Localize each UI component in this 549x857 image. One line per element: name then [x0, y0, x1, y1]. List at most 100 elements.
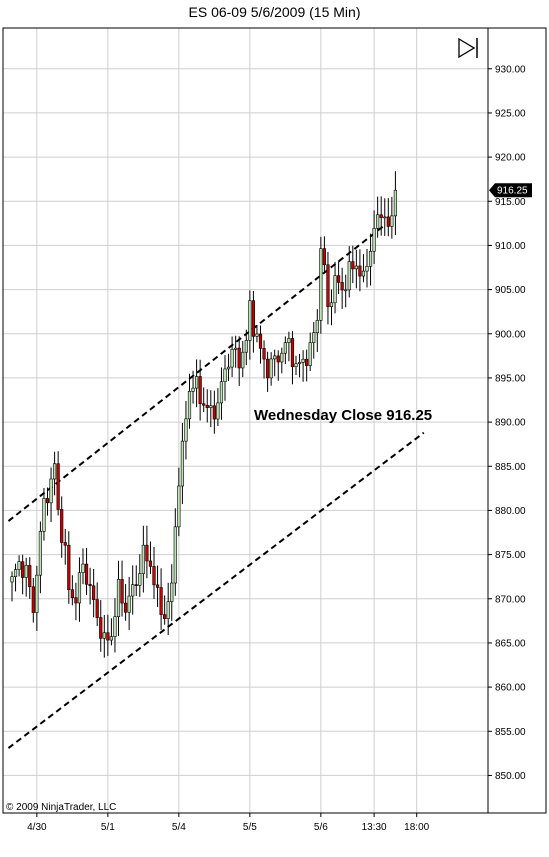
- candle: [88, 567, 92, 605]
- candle-body: [354, 265, 358, 270]
- candle-body: [74, 597, 78, 604]
- candle: [347, 246, 351, 298]
- candle: [223, 355, 227, 401]
- candle: [234, 335, 238, 368]
- candle-body: [159, 587, 163, 615]
- candle: [390, 196, 394, 239]
- candle-body: [319, 248, 323, 321]
- candle: [202, 387, 206, 413]
- candle: [376, 196, 380, 238]
- candle: [393, 171, 398, 235]
- candle: [351, 245, 355, 284]
- candle: [35, 565, 39, 631]
- candle-body: [376, 214, 380, 229]
- candle: [109, 618, 113, 646]
- candle-body: [24, 565, 28, 578]
- candle-body: [49, 478, 53, 504]
- candle-body: [379, 214, 383, 218]
- candle: [141, 525, 145, 593]
- candle-body: [283, 342, 287, 354]
- candle-body: [315, 320, 319, 334]
- candle-body: [358, 265, 362, 277]
- candle: [255, 324, 259, 343]
- candle: [152, 547, 156, 600]
- candle: [99, 600, 103, 652]
- candle-body: [244, 340, 248, 353]
- candle: [226, 353, 231, 382]
- candle-body: [134, 584, 138, 586]
- copyright-text: © 2009 NinjaTrader, LLC: [6, 802, 116, 813]
- candle: [155, 565, 160, 607]
- candle: [301, 350, 305, 382]
- candle: [276, 350, 280, 381]
- skip-to-end-icon[interactable]: [458, 37, 478, 59]
- candle: [138, 554, 142, 597]
- candle: [287, 331, 291, 362]
- candle: [258, 325, 263, 364]
- candle: [379, 196, 383, 236]
- candle-body: [209, 405, 213, 408]
- candle-body: [361, 270, 366, 277]
- candle-body: [305, 358, 309, 366]
- candle: [56, 451, 60, 516]
- candle: [70, 575, 74, 606]
- candle: [209, 390, 213, 428]
- x-tick-label: 18:00: [404, 822, 429, 833]
- candle-body: [393, 189, 398, 217]
- candle-body: [269, 358, 273, 379]
- candle-body: [88, 583, 92, 587]
- candle: [344, 274, 348, 308]
- candle: [340, 267, 344, 309]
- candle-body: [329, 302, 334, 307]
- candle: [17, 555, 21, 577]
- candle-body: [131, 584, 135, 597]
- candle: [336, 261, 341, 294]
- candle: [77, 557, 82, 622]
- candle-body: [312, 332, 316, 343]
- channel-line-lower: [7, 431, 425, 749]
- candle-body: [77, 572, 82, 604]
- candle: [365, 248, 369, 288]
- y-tick-label: 915.00: [495, 197, 526, 208]
- last-price-label: 916.25: [497, 186, 528, 197]
- candle: [173, 508, 177, 596]
- candle-body: [241, 351, 245, 369]
- candle: [333, 261, 337, 314]
- y-tick-label: 860.00: [495, 683, 526, 694]
- candle: [124, 584, 128, 621]
- candle-body: [195, 376, 199, 389]
- candle: [212, 390, 216, 434]
- candle: [134, 565, 138, 597]
- candle-body: [262, 348, 266, 360]
- candle: [280, 347, 284, 374]
- y-tick-label: 900.00: [495, 329, 526, 340]
- candle: [166, 582, 170, 635]
- candle-body: [372, 228, 376, 252]
- candle-body: [297, 362, 302, 365]
- candle: [24, 557, 28, 597]
- candle-body: [265, 358, 270, 379]
- candle: [52, 451, 57, 496]
- candle-body: [70, 589, 74, 598]
- candle-body: [351, 261, 355, 270]
- candle-body: [386, 216, 390, 227]
- candle-body: [336, 275, 341, 283]
- candle: [322, 236, 327, 274]
- candle-body: [152, 566, 156, 586]
- candle-body: [237, 347, 241, 369]
- candle: [315, 309, 319, 353]
- chart-title: ES 06-09 5/6/2009 (15 Min): [188, 4, 361, 20]
- candle: [219, 367, 224, 420]
- y-tick-label: 910.00: [495, 241, 526, 252]
- y-tick-label: 865.00: [495, 638, 526, 649]
- candle-body: [170, 582, 174, 602]
- candle-body: [141, 544, 145, 574]
- candle-body: [10, 576, 14, 583]
- candle-body: [287, 338, 291, 343]
- candle-body: [383, 216, 387, 219]
- candle-body: [368, 250, 373, 267]
- x-tick-label: 5/5: [243, 822, 257, 833]
- candle: [195, 359, 199, 408]
- candle-body: [42, 498, 46, 532]
